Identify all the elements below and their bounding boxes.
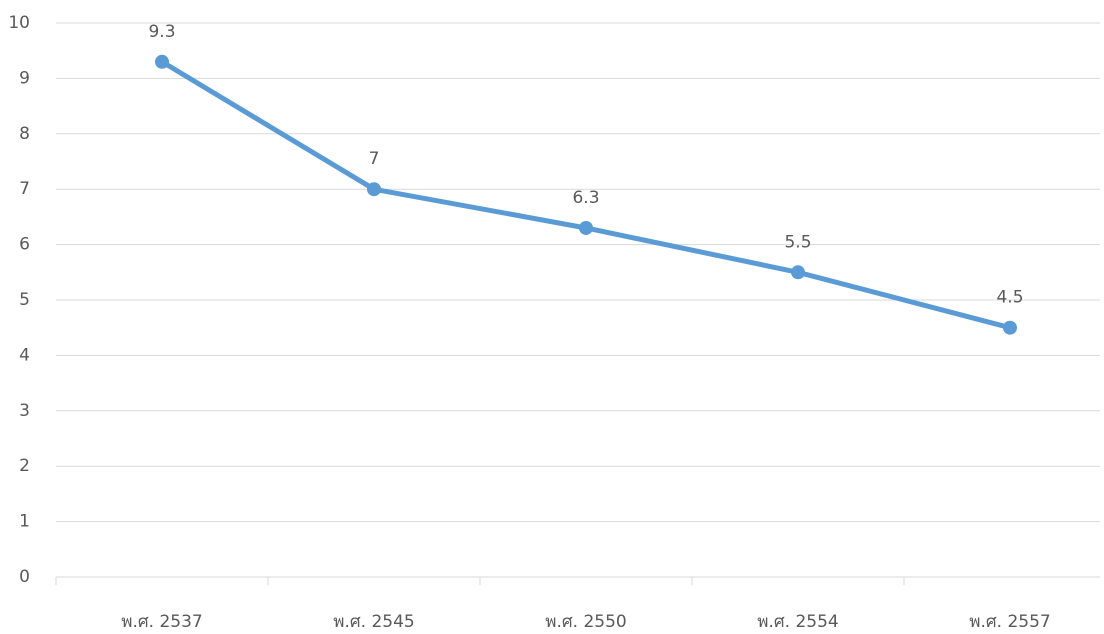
x-tick-label: พ.ศ. 2545: [333, 612, 414, 632]
data-label: 7: [369, 149, 380, 169]
y-tick-label: 8: [19, 124, 30, 144]
y-tick-label: 2: [19, 456, 30, 476]
x-tick-label: พ.ศ. 2537: [121, 612, 202, 632]
y-tick-label: 7: [19, 179, 30, 199]
data-label: 4.5: [996, 288, 1023, 308]
y-tick-label: 3: [19, 401, 30, 421]
y-tick-label: 1: [19, 512, 30, 532]
y-tick-label: 4: [19, 345, 30, 365]
data-point: [791, 265, 805, 279]
data-label: 9.3: [148, 22, 175, 42]
data-label: 6.3: [572, 188, 599, 208]
x-tick-label: พ.ศ. 2554: [757, 612, 838, 632]
data-label: 5.5: [784, 232, 811, 252]
data-point: [155, 55, 169, 69]
x-tick-label: พ.ศ. 2557: [969, 612, 1050, 632]
chart: 0 1 2 3 4 5 6 7 8 9 10 พ.ศ. 2537 พ.ศ. 2545 พ.ศ. 2550 พ…: [0, 0, 1104, 634]
y-tick-label: 5: [19, 290, 30, 310]
y-tick-label: 9: [19, 68, 30, 88]
y-tick-label: 6: [19, 235, 30, 255]
data-point: [579, 221, 593, 235]
y-tick-label: 10: [8, 13, 30, 33]
y-tick-label: 0: [19, 567, 30, 587]
data-point: [1003, 321, 1017, 335]
x-tick-label: พ.ศ. 2550: [545, 612, 626, 632]
data-point: [367, 182, 381, 196]
